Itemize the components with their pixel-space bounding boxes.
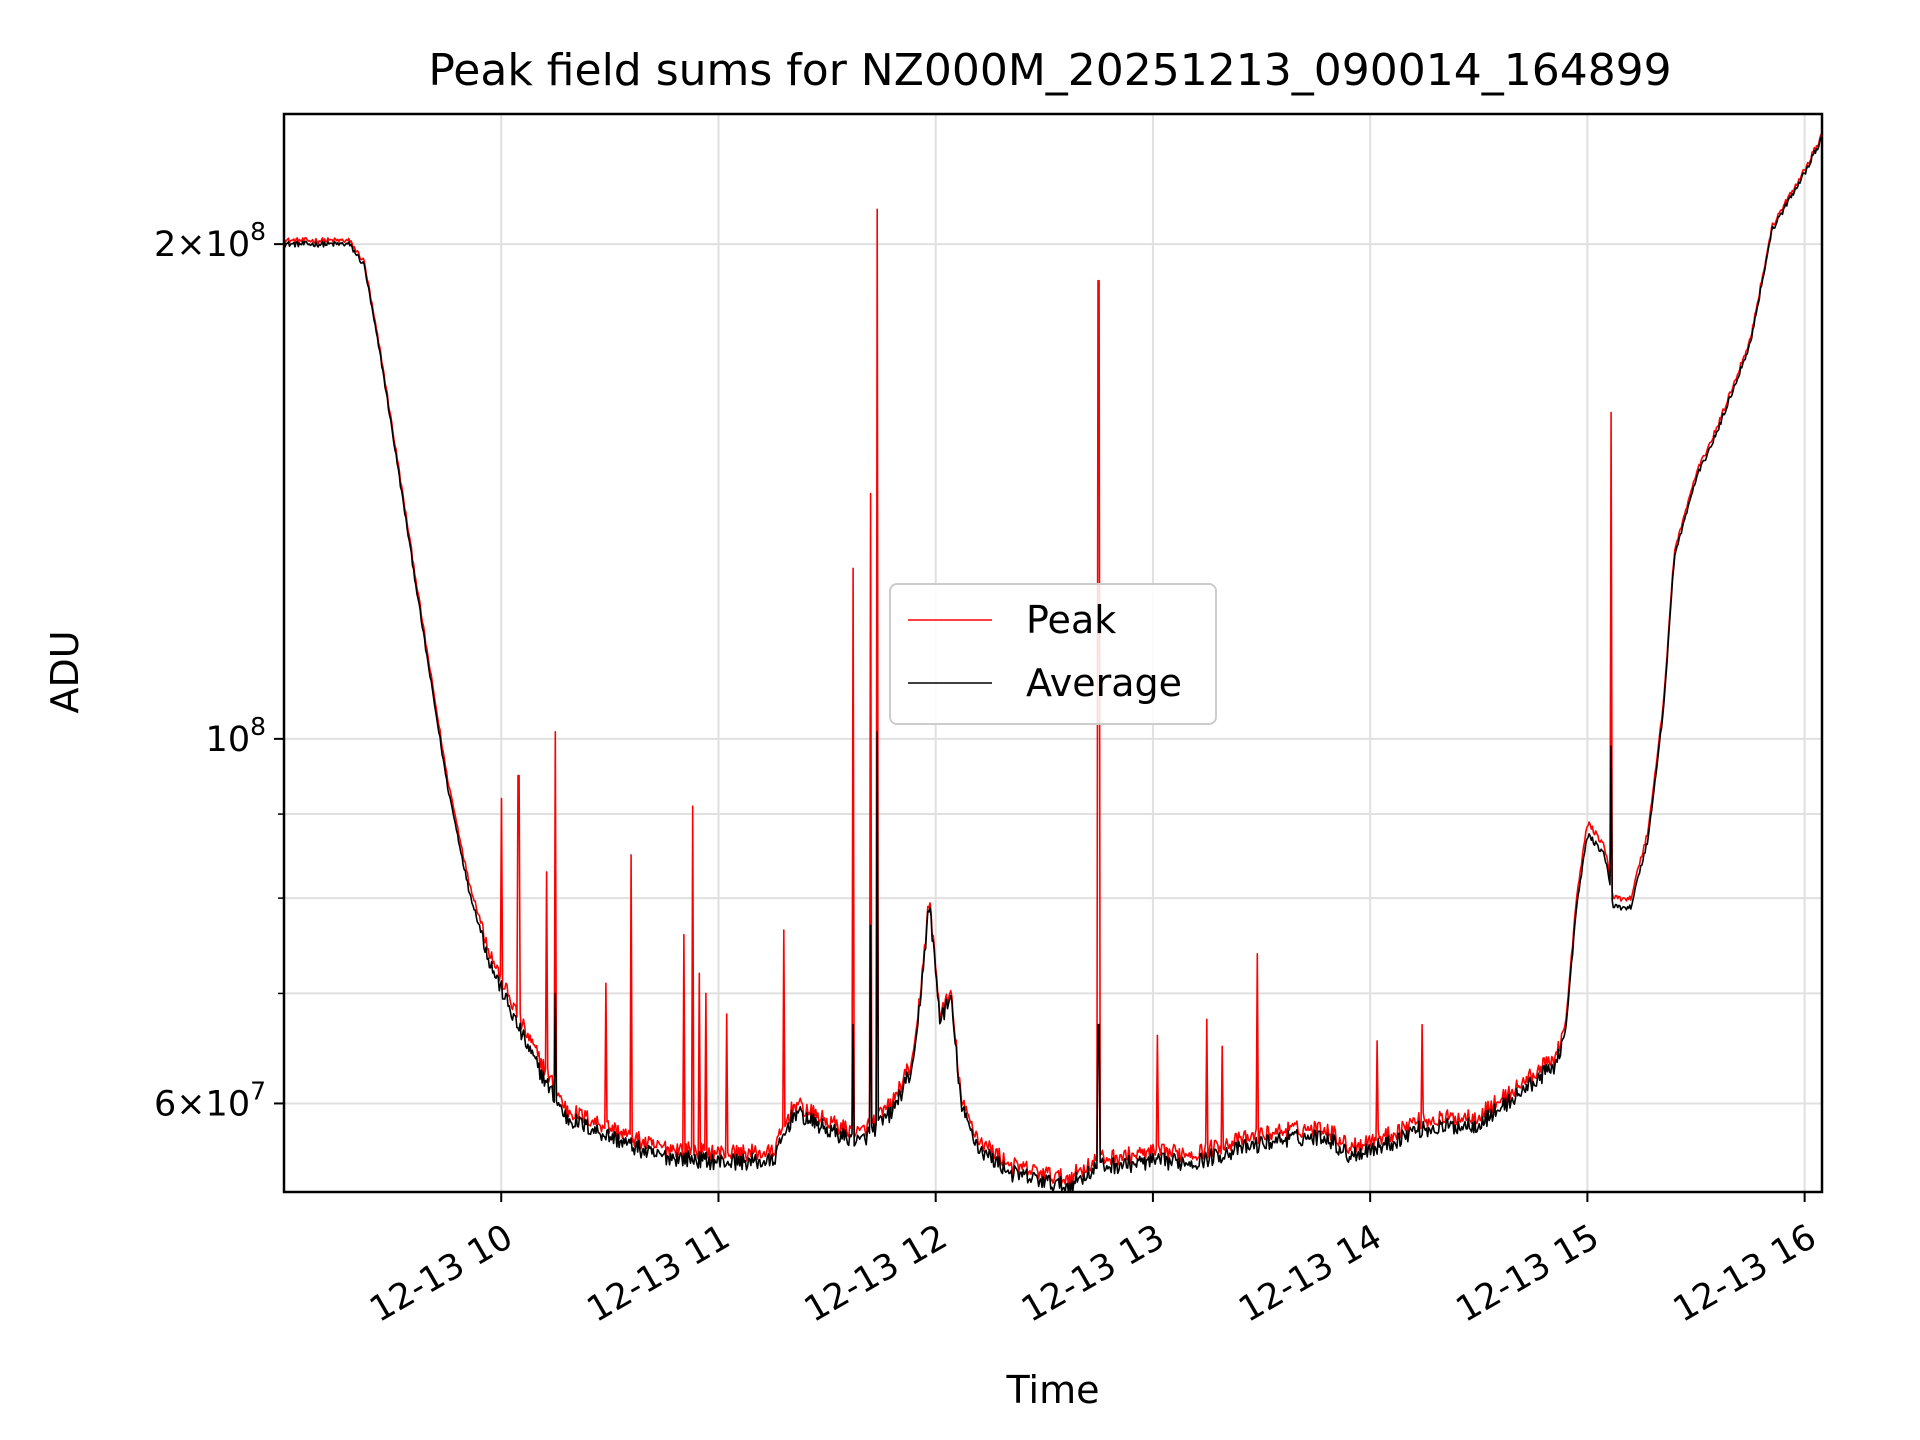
plot-frame [282,112,1824,1194]
x-axis-label: Time [1006,1368,1100,1412]
legend-average-label: Average [1026,661,1182,705]
legend-peak-label: Peak [1026,598,1116,642]
chart-title: Peak field sums for NZ000M_20251213_0900… [428,45,1671,96]
legend-box [889,583,1217,725]
y-axis-label: ADU [43,630,87,713]
y-tick-label: 108 [206,712,266,760]
y-axis: 6×107 108 2×108 [154,217,284,1124]
peak-series-line [284,133,1822,1186]
y-tick-label: 6×107 [154,1076,266,1124]
legend: Peak Average [889,583,1217,725]
y-tick-label: 2×108 [154,217,266,265]
